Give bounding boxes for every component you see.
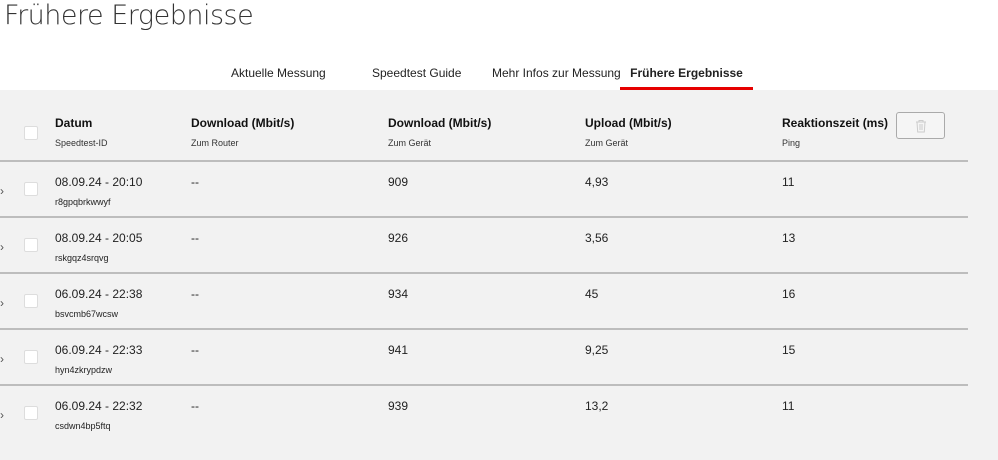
cell-upload: 45 <box>585 287 599 301</box>
cell-download-device: 926 <box>388 231 409 245</box>
cell-ping: 13 <box>782 231 796 245</box>
tab-fruehere-ergebnisse[interactable]: Frühere Ergebnisse <box>620 64 753 90</box>
cell-upload: 4,93 <box>585 175 609 189</box>
header-ping: Reaktionszeit (ms) <box>782 116 889 130</box>
cell-download-device: 934 <box>388 287 409 301</box>
trash-icon <box>915 119 926 132</box>
delete-button[interactable] <box>896 112 945 139</box>
row-checkbox[interactable] <box>24 350 38 364</box>
table-row[interactable]: › 08.09.24 - 20:05 rskgqz4srqvg -- 926 3… <box>0 218 968 274</box>
cell-ping: 11 <box>782 175 795 189</box>
cell-download-router: -- <box>191 343 199 357</box>
row-checkbox[interactable] <box>24 294 38 308</box>
select-all-checkbox[interactable] <box>24 126 38 140</box>
row-divider <box>0 328 968 330</box>
cell-speedtest-id: rskgqz4srqvg <box>55 253 109 263</box>
cell-download-router: -- <box>191 399 199 413</box>
row-divider <box>0 216 968 218</box>
cell-ping: 16 <box>782 287 796 301</box>
header-datum: Datum <box>55 116 93 130</box>
tab-aktuelle-messung[interactable]: Aktuelle Messung <box>231 66 326 80</box>
cell-ping: 11 <box>782 399 795 413</box>
cell-speedtest-id: bsvcmb67wcsw <box>55 309 119 319</box>
table-row[interactable]: › 06.09.24 - 22:32 csdwn4bp5ftq -- 939 1… <box>0 386 968 442</box>
cell-download-router: -- <box>191 175 199 189</box>
cell-speedtest-id: r8gpqbrkwwyf <box>55 197 111 207</box>
header-upload-sub: Zum Gerät <box>585 138 629 148</box>
tab-bar: Aktuelle Messung Speedtest Guide Mehr In… <box>0 64 998 90</box>
cell-speedtest-id: csdwn4bp5ftq <box>55 421 111 431</box>
cell-date: 08.09.24 - 20:05 <box>55 231 143 245</box>
cell-download-device: 941 <box>388 343 409 357</box>
cell-date: 08.09.24 - 20:10 <box>55 175 143 189</box>
cell-upload: 3,56 <box>585 231 609 245</box>
header-upload: Upload (Mbit/s) <box>585 116 672 130</box>
row-checkbox[interactable] <box>24 238 38 252</box>
cell-date: 06.09.24 - 22:33 <box>55 343 143 357</box>
header-datum-sub: Speedtest-ID <box>55 138 108 148</box>
cell-download-router: -- <box>191 287 199 301</box>
page-title: Frühere Ergebnisse <box>4 0 254 31</box>
cell-upload: 13,2 <box>585 399 609 413</box>
chevron-right-icon[interactable]: › <box>0 352 4 366</box>
tab-mehr-infos[interactable]: Mehr Infos zur Messung <box>492 66 621 80</box>
cell-date: 06.09.24 - 22:32 <box>55 399 143 413</box>
chevron-right-icon[interactable]: › <box>0 408 4 422</box>
cell-download-device: 939 <box>388 399 409 413</box>
results-table: Datum Speedtest-ID Download (Mbit/s) Zum… <box>0 90 998 460</box>
cell-speedtest-id: hyn4zkrypdzw <box>55 365 113 375</box>
row-divider <box>0 384 968 386</box>
cell-date: 06.09.24 - 22:38 <box>55 287 143 301</box>
table-row[interactable]: › 06.09.24 - 22:33 hyn4zkrypdzw -- 941 9… <box>0 330 968 386</box>
tab-speedtest-guide[interactable]: Speedtest Guide <box>372 66 462 80</box>
header-download-router-sub: Zum Router <box>191 138 239 148</box>
row-divider <box>0 272 968 274</box>
cell-download-device: 909 <box>388 175 409 189</box>
row-checkbox[interactable] <box>24 406 38 420</box>
cell-download-router: -- <box>191 231 199 245</box>
chevron-right-icon[interactable]: › <box>0 296 4 310</box>
header-download-device-sub: Zum Gerät <box>388 138 432 148</box>
cell-ping: 15 <box>782 343 796 357</box>
row-divider <box>0 160 968 162</box>
cell-upload: 9,25 <box>585 343 609 357</box>
row-checkbox[interactable] <box>24 182 38 196</box>
chevron-right-icon[interactable]: › <box>0 240 4 254</box>
header-download-device: Download (Mbit/s) <box>388 116 492 130</box>
chevron-right-icon[interactable]: › <box>0 184 4 198</box>
header-download-router: Download (Mbit/s) <box>191 116 295 130</box>
header-ping-sub: Ping <box>782 138 801 148</box>
table-row[interactable]: › 06.09.24 - 22:38 bsvcmb67wcsw -- 934 4… <box>0 274 968 330</box>
table-row[interactable]: › 08.09.24 - 20:10 r8gpqbrkwwyf -- 909 4… <box>0 162 968 218</box>
